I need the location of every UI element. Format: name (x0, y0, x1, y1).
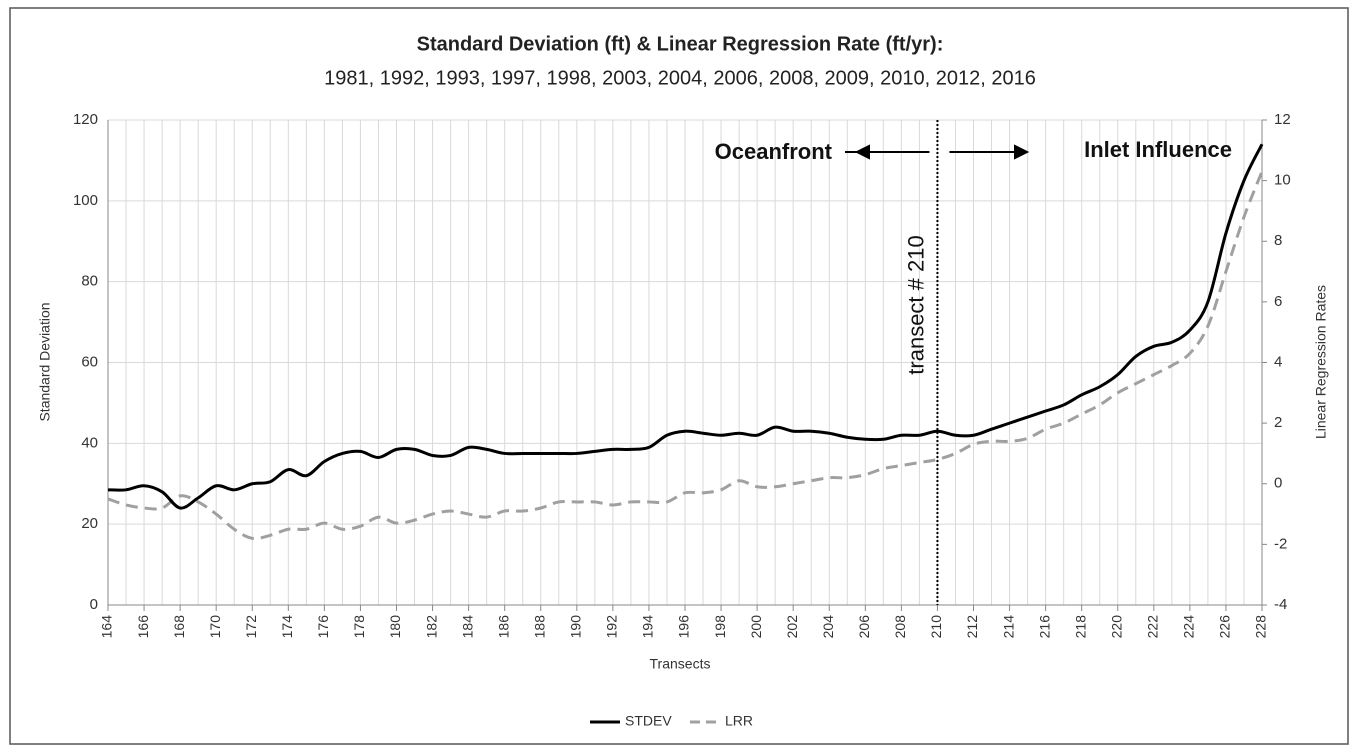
x-tick-label: 172 (243, 615, 259, 639)
x-tick-label: 184 (459, 615, 475, 639)
x-tick-label: 214 (1000, 615, 1016, 639)
x-tick-label: 218 (1072, 615, 1088, 639)
y2-tick-label: 10 (1274, 172, 1291, 189)
x-tick-label: 190 (568, 615, 584, 639)
x-tick-label: 226 (1217, 615, 1233, 639)
x-tick-label: 168 (171, 615, 187, 639)
x-tick-label: 198 (712, 615, 728, 639)
x-tick-label: 202 (784, 615, 800, 639)
x-tick-label: 192 (604, 615, 620, 639)
x-tick-label: 222 (1145, 615, 1161, 639)
y2-tick-label: 12 (1274, 111, 1291, 128)
x-tick-label: 174 (279, 615, 295, 639)
y2-tick-label: 6 (1274, 293, 1282, 310)
data-line (107, 170, 1264, 541)
y2-tick-label: 4 (1274, 353, 1282, 370)
y-tick-label: 100 (73, 192, 98, 209)
x-tick-label: 200 (748, 615, 764, 639)
frame (9, 7, 1349, 745)
x-tick-label: 206 (856, 615, 872, 639)
data-line (107, 143, 1264, 510)
legend-label: LRR (725, 713, 753, 729)
y-axis-label: Standard Deviation (37, 302, 53, 421)
x-tick-label: 208 (892, 615, 908, 639)
y2-axis-label: Linear Regression Rates (1313, 285, 1329, 439)
chart-title: Standard Deviation (ft) & Linear Regress… (417, 33, 944, 55)
y2-tick-label: 8 (1274, 232, 1282, 249)
x-tick-label: 220 (1108, 615, 1124, 639)
y-tick-label: 60 (81, 353, 98, 370)
arrow (845, 144, 930, 160)
y-tick-label: 120 (73, 111, 98, 128)
annotation: Oceanfront (715, 139, 833, 164)
x-tick-label: 196 (676, 615, 692, 639)
x-tick-label: 186 (495, 615, 511, 639)
legend-label: STDEV (625, 713, 672, 729)
x-tick-label: 188 (531, 615, 547, 639)
x-tick-label: 228 (1253, 615, 1269, 639)
x-tick-label: 210 (928, 615, 944, 639)
x-tick-label: 212 (964, 615, 980, 639)
annotation: Inlet Influence (1084, 137, 1232, 162)
x-tick-label: 164 (99, 615, 115, 639)
chart-subtitle: 1981, 1992, 1993, 1997, 1998, 2003, 2004… (324, 67, 1036, 89)
y2-tick-label: 2 (1274, 414, 1282, 431)
x-tick-label: 204 (820, 615, 836, 639)
y2-tick-label: -4 (1274, 596, 1287, 613)
y-tick-label: 20 (81, 515, 98, 532)
x-tick-label: 216 (1036, 615, 1052, 639)
arrow (949, 144, 1030, 160)
y-tick-label: 80 (81, 273, 98, 290)
y2-tick-label: -2 (1274, 535, 1287, 552)
x-tick-label: 166 (135, 615, 151, 639)
y-tick-label: 0 (90, 596, 98, 613)
x-axis-label: Transects (650, 656, 711, 672)
x-tick-label: 180 (387, 615, 403, 639)
x-tick-label: 170 (207, 615, 223, 639)
y2-tick-label: 0 (1274, 475, 1282, 492)
y-tick-label: 40 (81, 434, 98, 451)
x-tick-label: 194 (640, 615, 656, 639)
x-tick-label: 224 (1181, 615, 1197, 639)
x-tick-label: 182 (423, 615, 439, 639)
x-tick-label: 176 (315, 615, 331, 639)
annotation: transect # 210 (903, 235, 928, 374)
x-tick-label: 178 (351, 615, 367, 639)
